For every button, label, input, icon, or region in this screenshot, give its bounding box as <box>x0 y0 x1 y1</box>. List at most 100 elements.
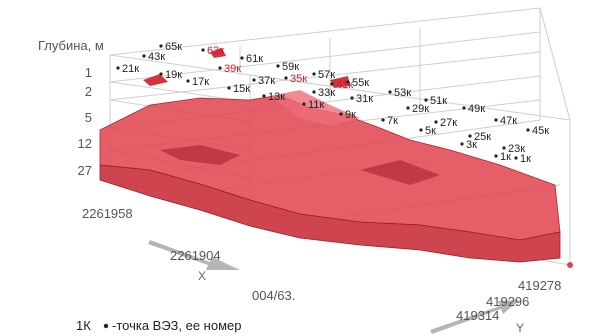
y-tick: 419314 <box>456 308 499 323</box>
y-axis-label: Y <box>516 321 524 335</box>
legend-text: -точка ВЭЗ, ее номер <box>112 318 242 333</box>
ves-point-dot <box>502 146 506 150</box>
depth-tick: 2 <box>85 84 92 99</box>
ves-point-dot <box>159 72 163 76</box>
ves-point-dot <box>388 90 392 94</box>
direction-arrows <box>148 240 520 334</box>
ves-point-label: 41к <box>336 79 353 91</box>
ves-point-dot <box>312 90 316 94</box>
depth-tick: 5 <box>85 110 92 125</box>
ves-point-label: 45к <box>532 125 549 137</box>
ves-point-dot <box>494 154 498 158</box>
ves-point-label: 1к <box>500 151 511 163</box>
ves-point-label: 59к <box>282 61 299 73</box>
ves-point-dot <box>116 66 120 70</box>
corner-marker <box>567 262 573 268</box>
ves-point-label: 5к <box>425 125 436 137</box>
body-front-face <box>99 164 561 263</box>
ves-point-label: 43к <box>148 51 165 63</box>
ves-point-label: 17к <box>192 76 209 88</box>
x-direction-arrow <box>148 240 240 270</box>
ves-point-dot <box>339 112 343 116</box>
x-tick: 2261904 <box>170 248 221 263</box>
depth-tick: 27 <box>78 163 92 178</box>
depth-tick-labels: 1 2 5 12 27 <box>78 65 92 178</box>
ves-point-label: 39к <box>224 63 241 75</box>
y-tick: 419296 <box>486 294 529 309</box>
ves-point-dot <box>494 118 498 122</box>
ves-point-dot <box>142 54 146 58</box>
body-fragment-3 <box>330 76 350 88</box>
ves-point-dot <box>227 86 231 90</box>
ves-point-dot <box>186 79 190 83</box>
ves-point-dot <box>346 80 350 84</box>
ves-point-dot <box>218 66 222 70</box>
x-axis-label: X <box>198 269 206 283</box>
body-fragment <box>143 74 168 86</box>
body-shadow-patch-2 <box>360 160 440 185</box>
ves-point-label: 3к <box>466 139 477 151</box>
ves-point-dot <box>462 106 466 110</box>
ves-point-dot <box>284 76 288 80</box>
ves-point-dot <box>330 82 334 86</box>
ves-point-dot <box>252 78 256 82</box>
ves-point-dot <box>302 102 306 106</box>
ves-point-label: 47к <box>500 115 517 127</box>
ves-point-label: 33к <box>318 87 335 99</box>
body-fragment-2 <box>210 48 226 58</box>
ves-point-label: 65к <box>165 41 182 53</box>
ves-point-label: 23к <box>508 143 525 155</box>
ves-point-dot <box>434 120 438 124</box>
ves-point-label: 21к <box>122 63 139 75</box>
ves-point-label: 35к <box>290 73 307 85</box>
ves-point-dot <box>424 98 428 102</box>
ves-point-label: 7к <box>387 115 398 127</box>
ves-point-label: 49к <box>468 103 485 115</box>
ves-point-label: 9к <box>345 109 356 121</box>
ves-point-label: 27к <box>440 117 457 129</box>
ves-point-dot <box>159 44 163 48</box>
ves-point-dot <box>312 72 316 76</box>
ves-point-label: 15к <box>233 83 250 95</box>
legend-sample-label: 1К <box>76 318 91 333</box>
ves-point-dot <box>460 142 464 146</box>
legend: 1К -точка ВЭЗ, ее номер <box>76 318 242 333</box>
y-direction-arrow <box>430 300 520 334</box>
depth-tick: 12 <box>78 136 92 151</box>
ves-point-dot <box>262 94 266 98</box>
ves-point-label: 11к <box>308 99 324 111</box>
profile-label: 004/63. <box>252 288 295 303</box>
ves-point-label: 53к <box>394 87 411 99</box>
ves-point-dot <box>526 128 530 132</box>
ves-point-label: 31к <box>356 93 373 105</box>
ves-point-label: 37к <box>258 75 275 87</box>
ves-point-label: 51к <box>430 95 447 107</box>
x-tick: 2261958 <box>82 206 133 221</box>
geological-body <box>99 48 573 268</box>
ves-point-dot <box>406 106 410 110</box>
ves-point-dot <box>276 64 280 68</box>
ves-point-dot <box>350 96 354 100</box>
ves-point-dot <box>381 118 385 122</box>
ves-point-dot <box>468 134 472 138</box>
ves-point-dot <box>419 128 423 132</box>
legend-point-dot <box>103 323 109 329</box>
ves-point-label: 25к <box>474 131 491 143</box>
ves-point-label: 1к <box>520 153 531 165</box>
body-shadow-patch <box>160 145 240 165</box>
ves-point-label: 61к <box>246 53 263 65</box>
ves-point-dot <box>514 156 518 160</box>
ves-point-label: 19к <box>165 69 182 81</box>
ves-point-dot <box>240 56 244 60</box>
ves-point-dot <box>201 48 205 52</box>
y-tick: 419278 <box>518 278 561 293</box>
ves-point-label: 29к <box>412 103 429 115</box>
ves-point-label: 13к <box>268 91 285 103</box>
depth-axis-title: Глубина, м <box>38 38 104 53</box>
body-ridge-highlight <box>270 90 360 126</box>
depth-tick: 1 <box>85 65 92 80</box>
ves-point-label: 55к <box>352 77 369 89</box>
ves-point-label: 63к <box>207 45 224 57</box>
